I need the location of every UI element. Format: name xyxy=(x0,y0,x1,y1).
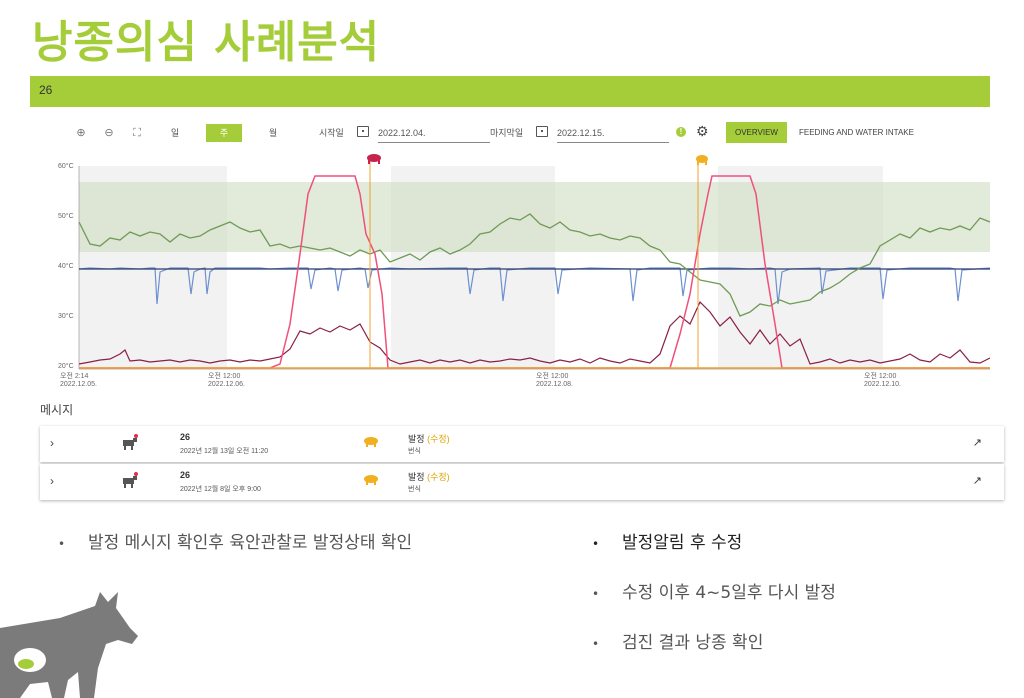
messages-heading: 메시지 xyxy=(40,403,74,417)
fit-screen-icon[interactable]: ⛶ xyxy=(133,127,141,139)
y-tick-label: 50°C xyxy=(58,212,74,220)
app-panel: 26 ⊕ ⊖ ⛶ 일 주 월 시작일 2022.12.04. 마지막일 2022… xyxy=(30,76,1004,500)
bullet-text: 수정 이후 4~5일후 다시 발정 xyxy=(622,583,836,603)
animal-number: 26 xyxy=(180,432,191,442)
message-row[interactable]: › 26 2022년 12월 8일 오후 9:00 발정 (수정) 번식 ↗ xyxy=(40,464,1004,500)
end-date-field[interactable]: 2022.12.15. xyxy=(557,122,669,143)
alert-icon[interactable]: ! xyxy=(676,127,686,137)
animal-id: 26 xyxy=(39,83,53,97)
series-green-line xyxy=(78,213,990,317)
bullet-text: 검진 결과 낭종 확인 xyxy=(622,633,764,653)
y-tick-label: 60°C xyxy=(58,162,74,170)
message-category: 번식 xyxy=(408,448,421,455)
estrus-red-icon[interactable] xyxy=(367,154,381,164)
chart-toolbar: ⊕ ⊖ ⛶ 일 주 월 시작일 2022.12.04. 마지막일 2022.12… xyxy=(30,120,990,146)
message-type-label: 발정 xyxy=(408,472,425,482)
message-status: (수정) xyxy=(427,472,450,482)
message-row[interactable]: › 26 2022년 12월 13일 오전 11:20 발정 (수정) 번식 ↗ xyxy=(40,426,1004,462)
series-maroon-line xyxy=(78,300,990,365)
temperature-chart: 60°C 50°C 40°C 30°C 20°C xyxy=(58,154,990,388)
y-tick-label: 40°C xyxy=(58,262,74,270)
x-tick-time: 오전 12:00 xyxy=(208,371,240,380)
estrus-icon xyxy=(364,437,378,447)
tab-overview[interactable]: OVERVIEW xyxy=(726,122,787,143)
bullet-item: • 검진 결과 낭종 확인 xyxy=(592,633,764,653)
y-tick-label: 30°C xyxy=(58,312,74,320)
period-day-button[interactable]: 일 xyxy=(170,128,180,138)
animal-header-bar: 26 xyxy=(30,76,990,107)
slide-title: 낭종의심 사례분석 xyxy=(32,17,381,68)
trend-icon[interactable]: ↗ xyxy=(972,475,982,487)
cow-alert-icon xyxy=(123,434,138,450)
end-date-label: 마지막일 xyxy=(490,128,524,138)
period-month-button[interactable]: 월 xyxy=(268,128,278,138)
zoom-in-icon[interactable]: ⊕ xyxy=(76,127,86,139)
x-tick-time: 오전 12:00 xyxy=(536,371,568,380)
x-tick-date: 2022.12.05. xyxy=(60,381,97,388)
bullet-item: • 발정 메시지 확인후 육안관찰로 발정상태 확인 xyxy=(58,533,413,553)
start-date-label: 시작일 xyxy=(319,128,344,138)
trend-icon[interactable]: ↗ xyxy=(972,437,982,449)
chevron-right-icon[interactable]: › xyxy=(50,436,54,450)
message-date: 2022년 12월 13일 오전 11:20 xyxy=(180,448,269,455)
estrus-icon xyxy=(364,475,378,485)
calendar-icon[interactable] xyxy=(536,126,548,137)
message-type: 발정 (수정) xyxy=(408,470,450,483)
bullet-text: 발정 메시지 확인후 육안관찰로 발정상태 확인 xyxy=(88,533,413,553)
message-category: 번식 xyxy=(408,486,421,493)
x-tick-time: 오전 2:14 xyxy=(60,371,89,380)
message-date: 2022년 12월 8일 오후 9:00 xyxy=(180,486,261,493)
zoom-out-icon[interactable]: ⊖ xyxy=(104,127,114,139)
period-week-button[interactable]: 주 xyxy=(206,124,242,142)
chevron-right-icon[interactable]: › xyxy=(50,474,54,488)
bullet-text: 발정알림 후 수정 xyxy=(622,533,743,553)
x-tick-date: 2022.12.06. xyxy=(208,381,245,388)
bullet-item: • 발정알림 후 수정 xyxy=(592,533,743,553)
animal-number: 26 xyxy=(180,470,191,480)
cow-logo-icon xyxy=(0,592,138,698)
tab-feeding-water[interactable]: FEEDING AND WATER INTAKE xyxy=(799,128,914,137)
message-type: 발정 (수정) xyxy=(408,432,450,445)
bullet-item: • 수정 이후 4~5일후 다시 발정 xyxy=(592,583,836,603)
start-date-field[interactable]: 2022.12.04. xyxy=(378,122,490,143)
gear-icon[interactable]: ⚙ xyxy=(696,123,709,139)
cow-alert-icon xyxy=(123,472,138,488)
message-type-label: 발정 xyxy=(408,434,425,444)
normal-range-band xyxy=(79,182,990,252)
x-tick-date: 2022.12.10. xyxy=(864,381,901,388)
message-status: (수정) xyxy=(427,434,450,444)
x-tick-date: 2022.12.08. xyxy=(536,381,573,388)
y-tick-label: 20°C xyxy=(58,362,74,370)
calendar-icon[interactable] xyxy=(357,126,369,137)
x-tick-time: 오전 12:00 xyxy=(864,371,896,380)
estrus-yellow-icon[interactable] xyxy=(696,155,708,165)
